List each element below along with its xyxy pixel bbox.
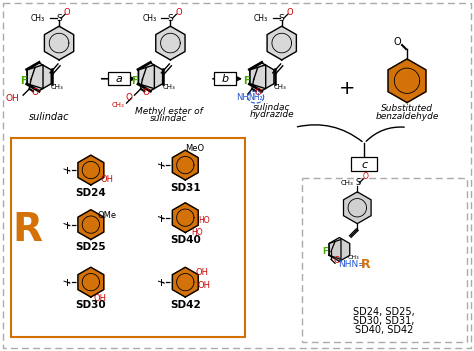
Polygon shape [173,203,198,233]
Polygon shape [78,155,104,185]
Text: sulindac: sulindac [253,102,291,112]
Text: sulindac: sulindac [150,114,187,124]
Text: F: F [323,247,328,256]
Text: S: S [279,14,284,23]
Bar [108,72,129,85]
Text: S: S [356,178,361,187]
Text: +: + [339,79,356,98]
Polygon shape [138,65,155,89]
Text: O: O [175,8,182,17]
Polygon shape [250,65,266,89]
Polygon shape [78,210,104,239]
Text: O: O [143,88,150,97]
Text: O: O [64,8,70,17]
Text: SD30: SD30 [75,300,106,310]
Text: O: O [32,88,38,97]
Text: CH₃: CH₃ [31,14,45,23]
Text: R: R [12,211,42,249]
Text: OH: OH [94,294,107,303]
Polygon shape [27,65,43,89]
Text: OH: OH [195,268,208,277]
Text: OH: OH [197,281,210,290]
Text: S: S [167,14,173,23]
Text: benzaldehyde: benzaldehyde [375,112,438,121]
Text: R: R [361,258,371,271]
Text: F: F [20,76,27,86]
Text: c: c [361,160,367,170]
Text: O: O [362,172,368,181]
Text: CH₃: CH₃ [348,255,360,260]
Polygon shape [329,238,350,261]
Text: Methyl ester of: Methyl ester of [135,106,202,115]
Text: CH₃: CH₃ [112,102,125,108]
Text: O: O [286,8,293,17]
Text: O: O [126,93,133,102]
Polygon shape [45,26,73,60]
Polygon shape [388,59,426,102]
Bar [301,178,466,342]
Text: SD40: SD40 [170,236,201,245]
Text: SD24, SD25,: SD24, SD25, [353,307,415,317]
Polygon shape [173,150,198,180]
Text: CH₃: CH₃ [142,14,156,23]
Text: NH₂: NH₂ [248,93,263,102]
Text: SD24: SD24 [75,188,106,198]
Text: SD31: SD31 [170,183,201,193]
Text: a: a [115,74,122,84]
Text: SD25: SD25 [75,243,106,252]
Text: HO: HO [198,217,210,225]
Text: S: S [56,14,62,23]
Text: Substituted: Substituted [381,104,433,113]
Text: F: F [243,76,249,86]
Polygon shape [156,26,185,60]
Text: hydrazide: hydrazide [249,111,294,119]
Text: CH₃: CH₃ [340,180,353,186]
Bar [214,72,236,85]
Polygon shape [250,63,274,91]
Text: HO: HO [191,227,203,237]
Polygon shape [27,63,51,91]
Text: O: O [334,256,340,265]
Text: O: O [254,88,261,97]
Text: SD40, SD42: SD40, SD42 [355,325,413,335]
Text: F: F [131,76,138,86]
Text: CH₃: CH₃ [162,84,175,90]
Polygon shape [344,192,371,224]
Polygon shape [173,267,198,297]
Text: b: b [221,74,228,84]
Polygon shape [267,26,296,60]
Text: CH₃: CH₃ [273,84,286,90]
Text: OH: OH [5,94,19,102]
Polygon shape [138,63,163,91]
Text: OH: OH [100,175,114,184]
Text: OMe: OMe [98,211,117,220]
Text: MeO: MeO [185,144,204,153]
Text: NHN=: NHN= [338,260,366,269]
Text: SD30, SD31,: SD30, SD31, [354,316,415,326]
Bar [351,157,377,171]
Polygon shape [329,239,341,259]
Text: CH₃: CH₃ [51,84,64,90]
Text: NH: NH [236,93,249,102]
Text: sulindac: sulindac [29,112,69,122]
Text: SD42: SD42 [170,300,201,310]
Text: O: O [393,37,401,47]
Text: CH₃: CH₃ [254,14,268,23]
Bar [11,138,245,337]
Polygon shape [78,267,104,297]
